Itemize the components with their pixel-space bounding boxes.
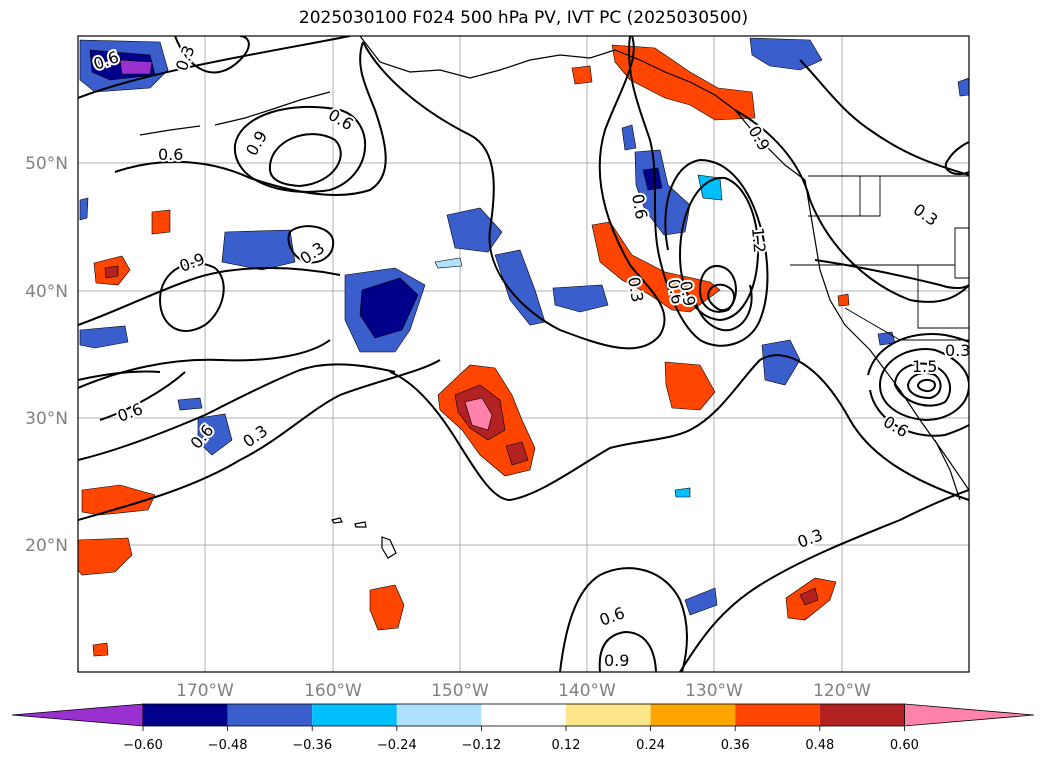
lon-label: 160°W: [304, 681, 362, 701]
colorbar-tick-label: 0.36: [721, 738, 750, 753]
lat-label: 20°N: [25, 536, 68, 556]
colorbar-segment: [143, 704, 228, 726]
lat-label: 40°N: [25, 282, 68, 302]
gridlines: [78, 36, 969, 672]
colorbar-tick-label: 0.60: [890, 738, 919, 753]
colorbar-tick-label: −0.36: [292, 738, 332, 753]
lon-label: 130°W: [685, 681, 743, 701]
pv-contours: [78, 36, 969, 672]
colorbar-segment: [819, 704, 905, 726]
colorbar-segment: [227, 704, 313, 726]
contour-label: 0.6: [158, 145, 183, 164]
colorbar-tick-label: 0.24: [636, 738, 665, 753]
colorbar-segment: [566, 704, 651, 726]
contour-label: 0.6: [628, 192, 651, 220]
lon-label: 140°W: [558, 681, 616, 701]
colorbar-tick-label: −0.12: [461, 738, 501, 753]
colorbar-segment: [396, 704, 482, 726]
colorbar-extend-low: [11, 703, 144, 727]
colorbar-tick-label: 0.48: [805, 738, 834, 753]
contour-label: 1.2: [748, 227, 769, 254]
contour-label: 0.3: [945, 341, 970, 360]
lon-label: 150°W: [431, 681, 489, 701]
lat-label: 50°N: [25, 154, 68, 174]
political-borders: [790, 175, 969, 341]
contour-label: 0.9: [604, 651, 629, 670]
lon-label: 170°W: [176, 681, 234, 701]
colorbar-segment: [650, 704, 736, 726]
lon-label: 120°W: [813, 681, 871, 701]
lat-label: 30°N: [25, 409, 68, 429]
map-frame: [77, 35, 970, 673]
colorbar-tick-label: −0.24: [377, 738, 417, 753]
colorbar-extend-high: [904, 703, 1035, 727]
colorbar-segment: [312, 704, 397, 726]
map-title: 2025030100 F024 500 hPa PV, IVT PC (2025…: [298, 8, 749, 28]
colorbar-tick-label: 0.12: [552, 738, 581, 753]
coastlines: [139, 36, 969, 559]
colorbar-tick-label: −0.48: [208, 738, 248, 753]
contour-label: 1.5: [912, 357, 937, 376]
colorbar: −0.60 −0.48 −0.36 −0.24 −0.12 0.12 0.24 …: [11, 703, 1035, 753]
negative-pv-patches: [79, 37, 969, 616]
colorbar-segment: [735, 704, 820, 726]
latitude-labels: 50°N 40°N 30°N 20°N: [25, 154, 68, 556]
colorbar-segment: [481, 704, 566, 726]
longitude-labels: 170°W 160°W 150°W 140°W 130°W 120°W: [176, 681, 871, 701]
colorbar-tick-label: −0.60: [123, 738, 163, 753]
map-area: 0.6 0.3 0.6 0.9 0.6 0.9 0.3 0.6 0.6 0.3 …: [78, 36, 970, 672]
